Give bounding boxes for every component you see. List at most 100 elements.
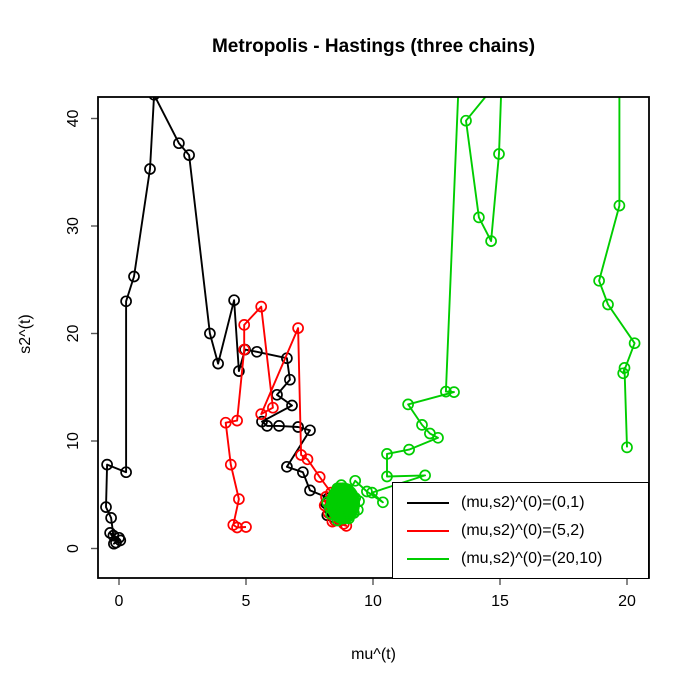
data-point-marker (381, 470, 393, 483)
data-point-marker (104, 527, 116, 539)
data-point-marker (284, 373, 296, 386)
data-point-marker (339, 494, 351, 506)
data-point-marker (304, 484, 316, 497)
y-tick-label: 40 (65, 110, 82, 128)
data-point-marker (281, 460, 293, 473)
data-point-marker (621, 441, 633, 454)
data-point-marker (628, 337, 641, 350)
data-point-marker (286, 399, 298, 412)
data-point-marker (419, 469, 431, 482)
y-tick-label: 20 (65, 325, 82, 343)
data-point-marker (493, 148, 505, 160)
axes: 0 5 10 15 20 0 10 20 30 40 (65, 110, 636, 611)
x-tick-label: 20 (618, 593, 636, 610)
data-point-marker (460, 114, 472, 127)
legend-row: (mu,s2)^(0)=(20,10) (393, 546, 648, 571)
data-point-marker (228, 294, 240, 307)
data-point-marker (440, 385, 452, 398)
data-point-marker (231, 414, 243, 427)
data-point-marker (292, 421, 304, 433)
data-point-marker (255, 300, 268, 313)
data-point-marker (219, 416, 232, 429)
data-point-marker (238, 343, 251, 356)
data-point-marker (353, 495, 365, 508)
y-axis-label: s2^(t) (17, 314, 34, 354)
legend: (mu,s2)^(0)=(0,1) (mu,s2)^(0)=(5,2) (mu,… (392, 482, 649, 579)
data-point-marker (366, 486, 378, 499)
data-point-marker (173, 137, 185, 150)
data-point-marker (238, 319, 251, 331)
data-point-marker (349, 474, 362, 487)
y-tick-label: 30 (65, 217, 82, 235)
data-point-marker (343, 512, 355, 525)
chain-series-0 (100, 97, 349, 550)
legend-row: (mu,s2)^(0)=(0,1) (393, 490, 648, 515)
data-point-marker (301, 453, 314, 466)
legend-line-swatch-red (407, 529, 449, 532)
data-point-marker (614, 49, 624, 59)
data-point-marker (100, 501, 112, 513)
data-point-marker (128, 270, 140, 283)
x-tick-label: 15 (491, 593, 509, 610)
data-point-marker (381, 448, 393, 460)
data-point-marker (533, 28, 543, 38)
data-point-marker (251, 345, 263, 358)
data-point-marker (448, 386, 460, 398)
data-point-marker (377, 496, 389, 509)
legend-label: (mu,s2)^(0)=(5,2) (461, 521, 585, 539)
data-point-marker (498, 49, 508, 59)
data-point-marker (454, 60, 464, 70)
chain-path (326, 97, 636, 522)
y-tick-label: 0 (65, 544, 82, 553)
data-point-marker (144, 163, 156, 175)
data-point-marker (224, 458, 237, 471)
data-point-marker (617, 367, 630, 380)
plot-border (97, 96, 650, 579)
data-point-marker (335, 479, 348, 491)
x-tick-label: 5 (242, 593, 251, 610)
data-point-marker (227, 519, 240, 531)
data-point-marker (402, 398, 414, 411)
data-point-marker (261, 420, 273, 432)
y-tick-label: 10 (65, 432, 82, 450)
data-point-marker (267, 401, 279, 414)
data-point-marker (255, 408, 268, 420)
data-point-marker (325, 508, 337, 520)
data-point-marker (313, 471, 326, 483)
data-point-marker (120, 295, 132, 308)
data-point-marker (273, 420, 285, 432)
data-point-marker (304, 424, 316, 437)
data-point-marker (212, 357, 224, 370)
data-point-marker (101, 458, 113, 471)
legend-line-swatch-green (407, 557, 449, 560)
chain-series-2 (321, 28, 641, 527)
data-point-marker (120, 466, 132, 479)
plot-title: Metropolis - Hastings (three chains) (211, 36, 536, 57)
legend-line-swatch-black (407, 501, 449, 504)
x-tick-label: 0 (115, 593, 124, 610)
data-point-marker (183, 149, 195, 161)
data-point-marker (329, 488, 341, 501)
data-point-marker (331, 514, 344, 527)
data-point-marker (613, 199, 626, 212)
data-point-marker (110, 536, 122, 549)
legend-label: (mu,s2)^(0)=(20,10) (461, 549, 603, 567)
data-point-marker (148, 97, 160, 101)
chain-path (105, 97, 344, 545)
data-point-marker (321, 496, 334, 509)
legend-label: (mu,s2)^(0)=(0,1) (461, 493, 585, 511)
legend-row: (mu,s2)^(0)=(5,2) (393, 518, 648, 543)
data-point-marker (233, 493, 245, 505)
data-point-marker (107, 529, 120, 542)
data-point-marker (403, 443, 415, 456)
x-tick-label: 10 (364, 593, 382, 610)
data-point-marker (473, 211, 485, 224)
data-point-marker (618, 362, 631, 374)
data-point-marker (416, 419, 428, 431)
data-point-marker (432, 431, 444, 444)
data-point-marker (361, 485, 373, 498)
data-point-marker (297, 466, 309, 479)
data-point-marker (602, 298, 614, 311)
